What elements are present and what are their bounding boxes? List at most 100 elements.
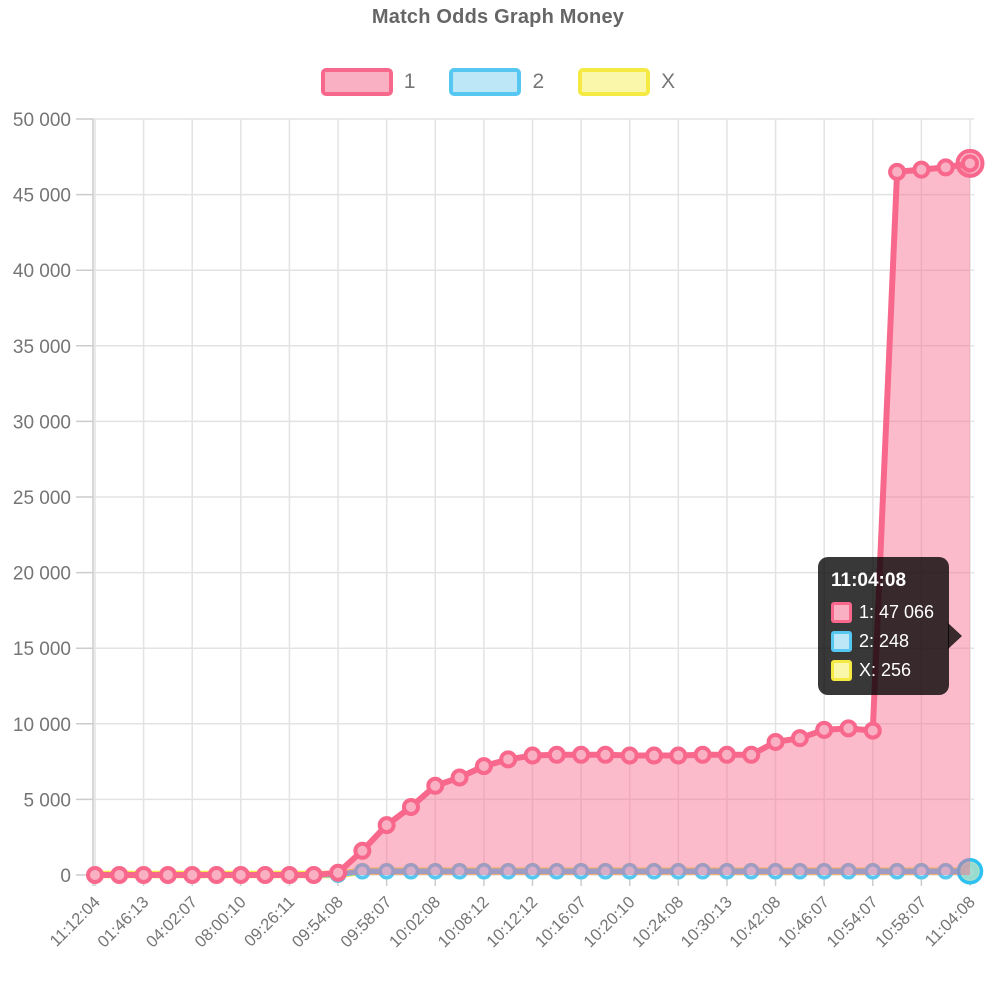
- data-point-1[interactable]: [426, 776, 445, 795]
- data-point-2[interactable]: [913, 863, 930, 880]
- data-point-2[interactable]: [402, 863, 420, 880]
- data-point-1[interactable]: [620, 746, 639, 765]
- data-point-2[interactable]: [524, 863, 541, 880]
- data-point-2[interactable]: [767, 863, 784, 880]
- y-axis-label: 20 000: [13, 564, 71, 585]
- data-point-1[interactable]: [329, 863, 348, 882]
- x-axis-label: 10:08:12: [435, 893, 493, 951]
- y-axis-label: 25 000: [13, 488, 71, 509]
- data-point-2[interactable]: [475, 863, 493, 880]
- tooltip-arrow-icon: [948, 623, 963, 649]
- legend-swatch-2: [449, 68, 522, 96]
- data-point-1[interactable]: [717, 745, 736, 764]
- legend-item-1[interactable]: 1: [320, 68, 415, 96]
- y-axis-label: 40 000: [13, 261, 71, 282]
- x-axis-label: 10:16:07: [532, 893, 590, 951]
- legend-swatch-x: [578, 68, 651, 96]
- data-point-1[interactable]: [474, 757, 493, 776]
- data-point-1[interactable]: [839, 719, 858, 738]
- data-point-1[interactable]: [936, 158, 955, 177]
- data-point-1[interactable]: [110, 866, 129, 884]
- data-point-1[interactable]: [547, 745, 566, 764]
- highlight-point-1-inner[interactable]: [961, 154, 979, 173]
- data-point-1[interactable]: [304, 866, 323, 884]
- data-point-2[interactable]: [427, 863, 444, 880]
- data-point-2[interactable]: [937, 863, 954, 880]
- data-point-1[interactable]: [377, 816, 396, 835]
- data-point-1[interactable]: [207, 866, 226, 884]
- tooltip-row-2: 2: 248: [831, 631, 934, 652]
- data-point-1[interactable]: [815, 720, 834, 739]
- tooltip: 11:04:08 1: 47 066 2: 248 X: 256: [818, 557, 963, 695]
- data-point-1[interactable]: [669, 746, 688, 765]
- data-point-2[interactable]: [791, 863, 809, 880]
- x-axis-label: 01:46:13: [94, 893, 152, 951]
- data-point-2[interactable]: [694, 863, 711, 880]
- data-point-1[interactable]: [693, 745, 712, 764]
- y-axis-label: 30 000: [13, 412, 71, 433]
- tooltip-row-1: 1: 47 066: [831, 602, 934, 623]
- y-axis-label: 0: [60, 866, 71, 887]
- y-axis-label: 10 000: [13, 715, 71, 736]
- data-point-1[interactable]: [742, 745, 761, 764]
- data-point-2[interactable]: [888, 863, 906, 880]
- data-point-1[interactable]: [572, 745, 591, 764]
- data-point-2[interactable]: [572, 863, 590, 880]
- data-point-2[interactable]: [840, 863, 857, 880]
- data-point-2[interactable]: [815, 863, 833, 880]
- data-point-2[interactable]: [548, 863, 566, 880]
- legend: 1 2 X: [0, 68, 996, 96]
- data-point-1[interactable]: [86, 866, 104, 884]
- data-point-2[interactable]: [670, 863, 687, 880]
- chart-title: Match Odds Graph Money: [371, 6, 625, 28]
- series-1-area: [95, 163, 970, 876]
- data-point-2[interactable]: [451, 863, 468, 880]
- data-point-1[interactable]: [645, 746, 664, 765]
- data-point-2[interactable]: [499, 863, 517, 880]
- y-axis-label: 35 000: [13, 337, 71, 358]
- x-axis-label: 10:02:08: [386, 893, 444, 951]
- x-axis-label: 11:04:08: [922, 893, 979, 950]
- tooltip-swatch-2: [831, 631, 852, 652]
- data-point-2[interactable]: [743, 863, 760, 880]
- tooltip-row-x: X: 256: [831, 660, 934, 681]
- x-axis-label: 10:46:07: [775, 893, 833, 951]
- legend-item-x[interactable]: X: [578, 68, 675, 96]
- y-axis-label: 50 000: [13, 110, 71, 131]
- data-point-1[interactable]: [183, 866, 202, 884]
- data-point-1[interactable]: [863, 721, 882, 740]
- data-point-2[interactable]: [354, 863, 371, 880]
- data-point-1[interactable]: [523, 746, 542, 765]
- data-point-1[interactable]: [912, 160, 931, 179]
- data-point-1[interactable]: [134, 866, 153, 884]
- data-point-2[interactable]: [621, 863, 638, 880]
- highlight-point-2[interactable]: [956, 858, 984, 885]
- data-point-1[interactable]: [158, 866, 177, 884]
- data-point-2[interactable]: [597, 863, 614, 880]
- data-point-1[interactable]: [401, 797, 420, 816]
- x-axis-label: 10:30:13: [678, 893, 736, 951]
- x-axis-label: 09:26:11: [241, 893, 298, 950]
- tooltip-swatch-x: [831, 660, 852, 681]
- data-point-1[interactable]: [888, 162, 907, 181]
- data-point-1[interactable]: [256, 866, 275, 884]
- data-point-1[interactable]: [231, 866, 250, 884]
- data-point-2[interactable]: [378, 863, 395, 880]
- data-point-2[interactable]: [645, 863, 663, 880]
- data-point-2[interactable]: [864, 863, 882, 880]
- x-axis-label: 08:00:10: [192, 893, 250, 951]
- tooltip-swatch-1: [831, 602, 852, 623]
- legend-item-2[interactable]: 2: [449, 68, 544, 96]
- data-point-1[interactable]: [353, 841, 372, 860]
- series-1-markers[interactable]: [86, 154, 979, 884]
- data-point-1[interactable]: [499, 750, 518, 769]
- data-point-1[interactable]: [766, 732, 785, 751]
- data-point-1[interactable]: [280, 866, 299, 884]
- data-point-2[interactable]: [718, 863, 736, 880]
- data-point-1[interactable]: [790, 729, 809, 748]
- y-axis-label: 15 000: [13, 639, 71, 660]
- data-point-1[interactable]: [450, 768, 469, 787]
- data-point-1[interactable]: [596, 745, 615, 764]
